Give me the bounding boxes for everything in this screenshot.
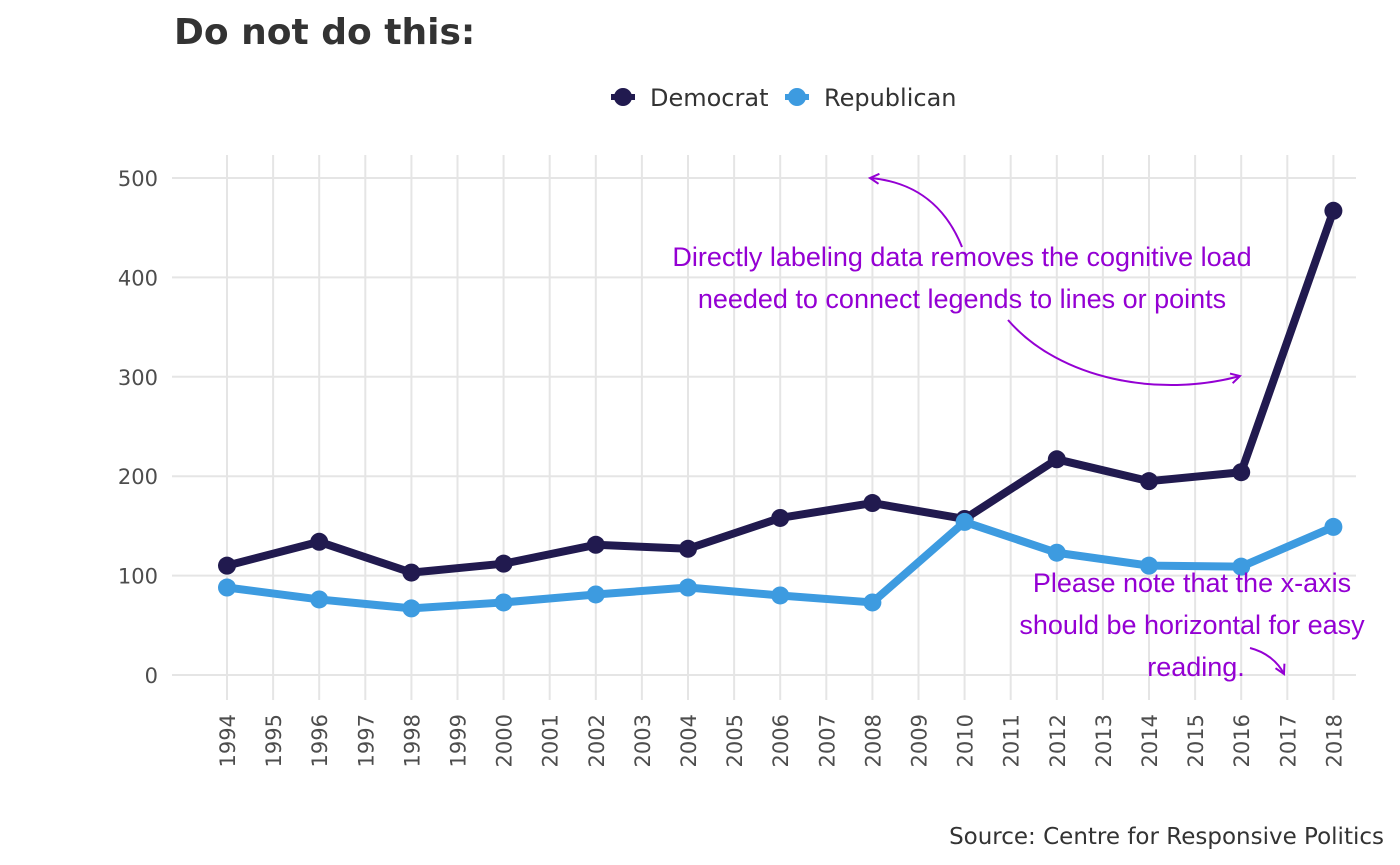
legend-item-republican: Republican: [785, 84, 957, 112]
point-republican-2000: [494, 593, 513, 612]
point-republican-2010: [955, 512, 974, 531]
y-tick-label-100: 100: [118, 565, 158, 589]
x-tick-label-2001: 2001: [539, 714, 563, 767]
annotation-arrow-to-legend: [870, 178, 963, 248]
annotation-legend-note-line-2: needed to connect legends to lines or po…: [698, 284, 1226, 314]
y-tick-label-500: 500: [118, 167, 158, 191]
x-tick-label-2012: 2012: [1046, 714, 1070, 767]
point-democrat-2002: [586, 535, 605, 554]
x-tick-label-2013: 2013: [1092, 714, 1116, 767]
point-republican-2018: [1324, 517, 1343, 536]
point-democrat-2012: [1047, 450, 1066, 469]
x-tick-label-2018: 2018: [1322, 714, 1346, 767]
annotation-axis-note: Please note that the x-axis should be ho…: [1019, 568, 1365, 682]
x-tick-label-2007: 2007: [815, 714, 839, 767]
y-tick-label-300: 300: [118, 366, 158, 390]
x-tick-label-2003: 2003: [631, 714, 655, 767]
y-axis-ticks: 0 100 200 300 400 500: [118, 167, 158, 688]
annotation-arrow-to-line: [1007, 319, 1240, 386]
x-tick-label-2017: 2017: [1276, 714, 1300, 767]
x-tick-label-1999: 1999: [447, 714, 471, 767]
point-republican-2016: [1232, 557, 1251, 576]
point-republican-1998: [402, 599, 421, 618]
point-democrat-2008: [863, 494, 882, 513]
x-tick-label-2011: 2011: [1000, 714, 1024, 767]
chart-title: Do not do this:: [174, 12, 475, 53]
legend: Democrat Republican: [611, 84, 957, 112]
legend-item-democrat: Democrat: [611, 84, 769, 112]
point-republican-1994: [218, 578, 236, 597]
point-republican-2012: [1047, 543, 1066, 562]
annotation-axis-note-line-1: Please note that the x-axis: [1033, 568, 1351, 598]
y-tick-label-0: 0: [145, 664, 158, 688]
point-democrat-2000: [494, 554, 513, 573]
x-tick-label-2000: 2000: [493, 714, 517, 767]
x-tick-label-1996: 1996: [308, 714, 332, 767]
x-tick-label-2014: 2014: [1138, 714, 1162, 767]
point-democrat-1994: [218, 556, 236, 575]
series-republican: [218, 512, 1343, 618]
x-tick-label-2004: 2004: [677, 714, 701, 767]
x-tick-label-2002: 2002: [585, 714, 609, 767]
annotation-legend-note: Directly labeling data removes the cogni…: [672, 178, 1252, 386]
point-democrat-2014: [1140, 472, 1158, 491]
series-layer: [218, 201, 1343, 618]
y-tick-label-200: 200: [118, 465, 158, 489]
annotation-axis-note-line-2: should be horizontal for easy: [1019, 610, 1365, 640]
x-tick-label-1997: 1997: [354, 714, 378, 767]
point-republican-1996: [310, 590, 329, 609]
x-tick-label-2010: 2010: [954, 714, 978, 767]
x-tick-label-2015: 2015: [1184, 714, 1208, 767]
point-republican-2008: [863, 593, 882, 612]
x-tick-label-2005: 2005: [723, 714, 747, 767]
annotation-arrow-to-x-axis: [1249, 647, 1284, 674]
point-democrat-1996: [310, 532, 329, 551]
series-democrat: [218, 201, 1343, 582]
chart-caption: Source: Centre for Responsive Politics: [949, 824, 1384, 850]
x-tick-label-2006: 2006: [769, 714, 793, 767]
point-republican-2014: [1140, 556, 1158, 575]
annotation-axis-note-line-3: reading.: [1147, 652, 1245, 682]
y-tick-label-400: 400: [118, 266, 158, 290]
x-tick-label-2016: 2016: [1230, 714, 1254, 767]
point-republican-2004: [679, 578, 697, 597]
x-tick-label-1994: 1994: [216, 714, 240, 767]
x-tick-label-2008: 2008: [861, 714, 885, 767]
point-democrat-2018: [1324, 201, 1343, 220]
x-tick-label-1998: 1998: [400, 714, 424, 767]
point-democrat-2004: [679, 539, 697, 558]
point-democrat-1998: [402, 563, 421, 582]
point-republican-2006: [771, 586, 790, 605]
x-tick-label-2009: 2009: [908, 714, 932, 767]
point-republican-2002: [586, 585, 605, 604]
legend-label-republican: Republican: [824, 84, 957, 112]
legend-label-democrat: Democrat: [650, 84, 769, 112]
point-democrat-2016: [1232, 463, 1251, 482]
x-axis-ticks: 1994 1995 1996 1997 1998 1999 2000 2001 2002 2003…: [216, 714, 1346, 767]
x-tick-label-1995: 1995: [262, 714, 286, 767]
point-democrat-2006: [771, 508, 790, 527]
